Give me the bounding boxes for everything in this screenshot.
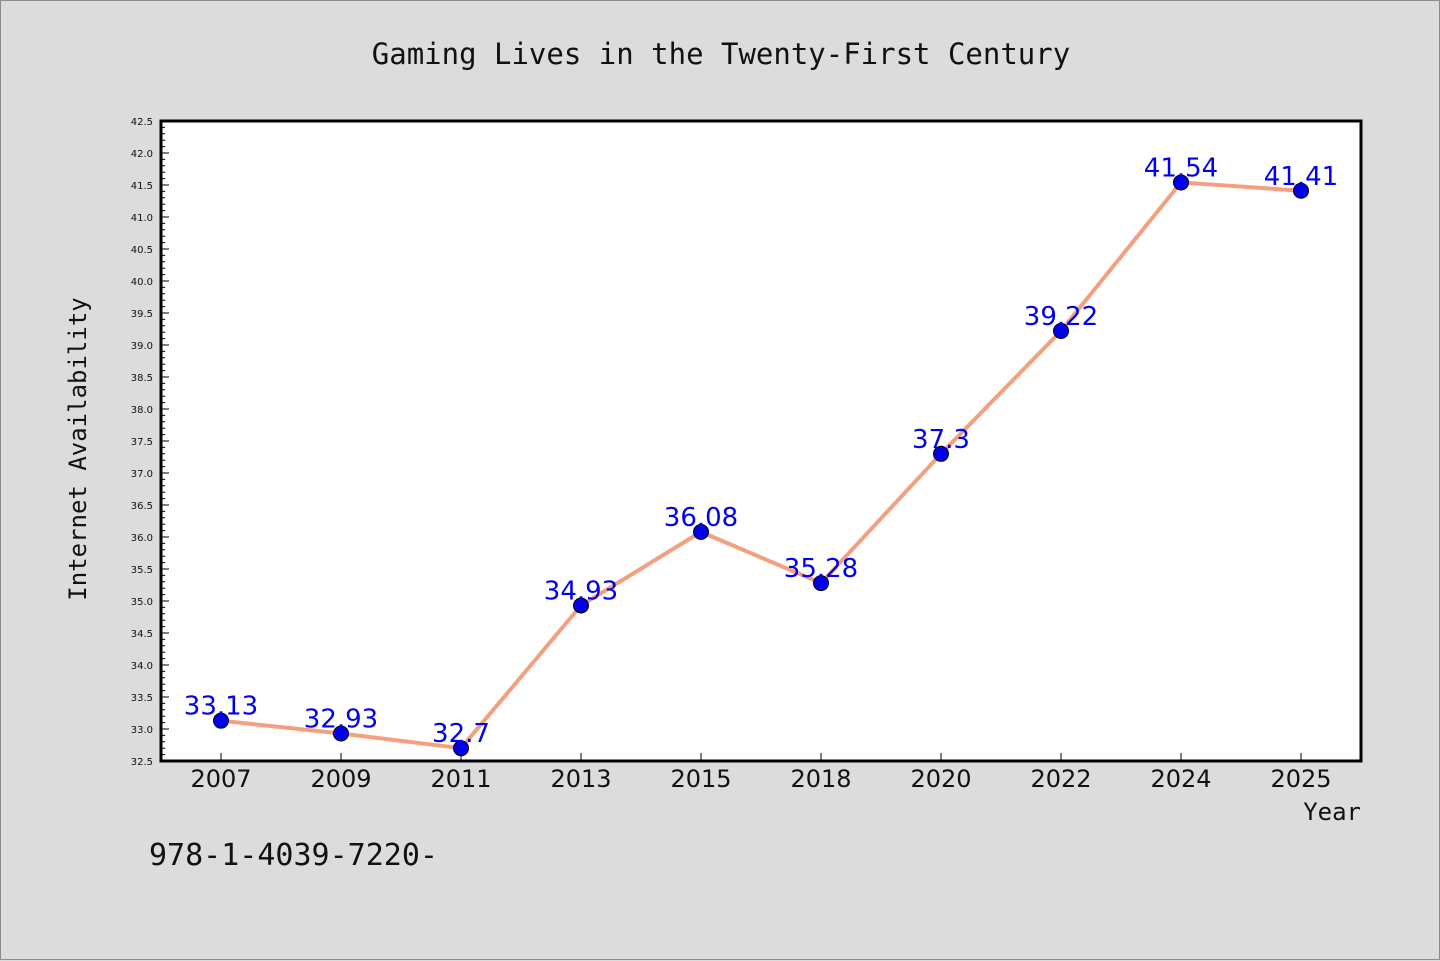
y-tick-label: 35.5: [131, 565, 153, 576]
data-point: [1053, 322, 1069, 339]
data-point: [693, 523, 709, 540]
data-point: [1173, 174, 1189, 191]
y-tick-label: 42.0: [131, 149, 153, 160]
data-label: 35.28: [784, 554, 858, 584]
data-point: [333, 725, 349, 742]
data-label: 41.54: [1144, 153, 1218, 183]
y-tick-label: 36.5: [131, 501, 153, 512]
x-tick-label: 2020: [910, 765, 971, 793]
data-label: 39.22: [1024, 302, 1098, 332]
y-tick-label: 42.5: [131, 117, 153, 128]
series-markers: [213, 174, 1309, 757]
x-tick-label: 2011: [430, 765, 491, 793]
data-point: [573, 597, 589, 614]
y-tick-label: 39.0: [131, 341, 153, 352]
y-tick-label: 37.0: [131, 469, 153, 480]
x-tick-label: 2022: [1030, 765, 1091, 793]
x-tick-label: 2015: [670, 765, 731, 793]
x-tick-label: 2024: [1150, 765, 1211, 793]
y-tick-label: 41.0: [131, 213, 153, 224]
x-tick-label: 2018: [790, 765, 851, 793]
data-point: [453, 740, 469, 757]
chart-title: Gaming Lives in the Twenty-First Century: [372, 37, 1070, 71]
y-tick-label: 38.5: [131, 373, 153, 384]
y-tick-label: 34.5: [131, 629, 153, 640]
y-tick-label: 33.5: [131, 693, 153, 704]
data-point: [813, 575, 829, 592]
y-tick-label: 35.0: [131, 597, 153, 608]
data-label: 32.7: [432, 719, 490, 749]
series-line: [219, 180, 1303, 751]
data-point: [213, 712, 229, 729]
y-axis: 32.5 33.0 33.5 34.0 34.5 35.0 35.5 36.0 36.5 37.0…: [131, 117, 169, 768]
data-label: 34.93: [544, 576, 618, 606]
data-label: 33.13: [184, 692, 258, 722]
data-label: 32.93: [304, 704, 378, 734]
data-label: 36.08: [664, 503, 738, 533]
y-tick-label: 41.5: [131, 181, 153, 192]
y-tick-label: 36.0: [131, 533, 153, 544]
x-tick-label: 2013: [550, 765, 611, 793]
y-tick-label: 37.5: [131, 437, 153, 448]
y-axis-label: Internet Availability: [64, 297, 92, 600]
plot-area: [159, 119, 1363, 763]
data-labels: 33.13 32.93 32.7 34.93 36.08 35.28 37.3 39.22 41…: [184, 153, 1338, 749]
x-tick-label: 2007: [190, 765, 251, 793]
y-tick-label: 40.0: [131, 277, 153, 288]
x-axis-label: Year: [1303, 798, 1361, 826]
data-point: [933, 445, 949, 462]
x-tick-label: 2009: [310, 765, 371, 793]
y-tick-label: 34.0: [131, 661, 153, 672]
data-label: 41.41: [1264, 162, 1338, 192]
y-tick-label: 39.5: [131, 309, 153, 320]
x-axis: 2007 2009 2011 2013 2015 2018 2020 2022 2024 2025: [190, 753, 1332, 793]
y-tick-label: 32.5: [131, 757, 153, 768]
isbn-text: 978-1-4039-7220-: [149, 838, 438, 873]
y-tick-label: 33.0: [131, 725, 153, 736]
y-tick-label: 38.0: [131, 405, 153, 416]
y-tick-label: 40.5: [131, 245, 153, 256]
x-tick-label: 2025: [1270, 765, 1331, 793]
data-point: [1293, 182, 1309, 199]
data-label: 37.3: [912, 425, 970, 455]
